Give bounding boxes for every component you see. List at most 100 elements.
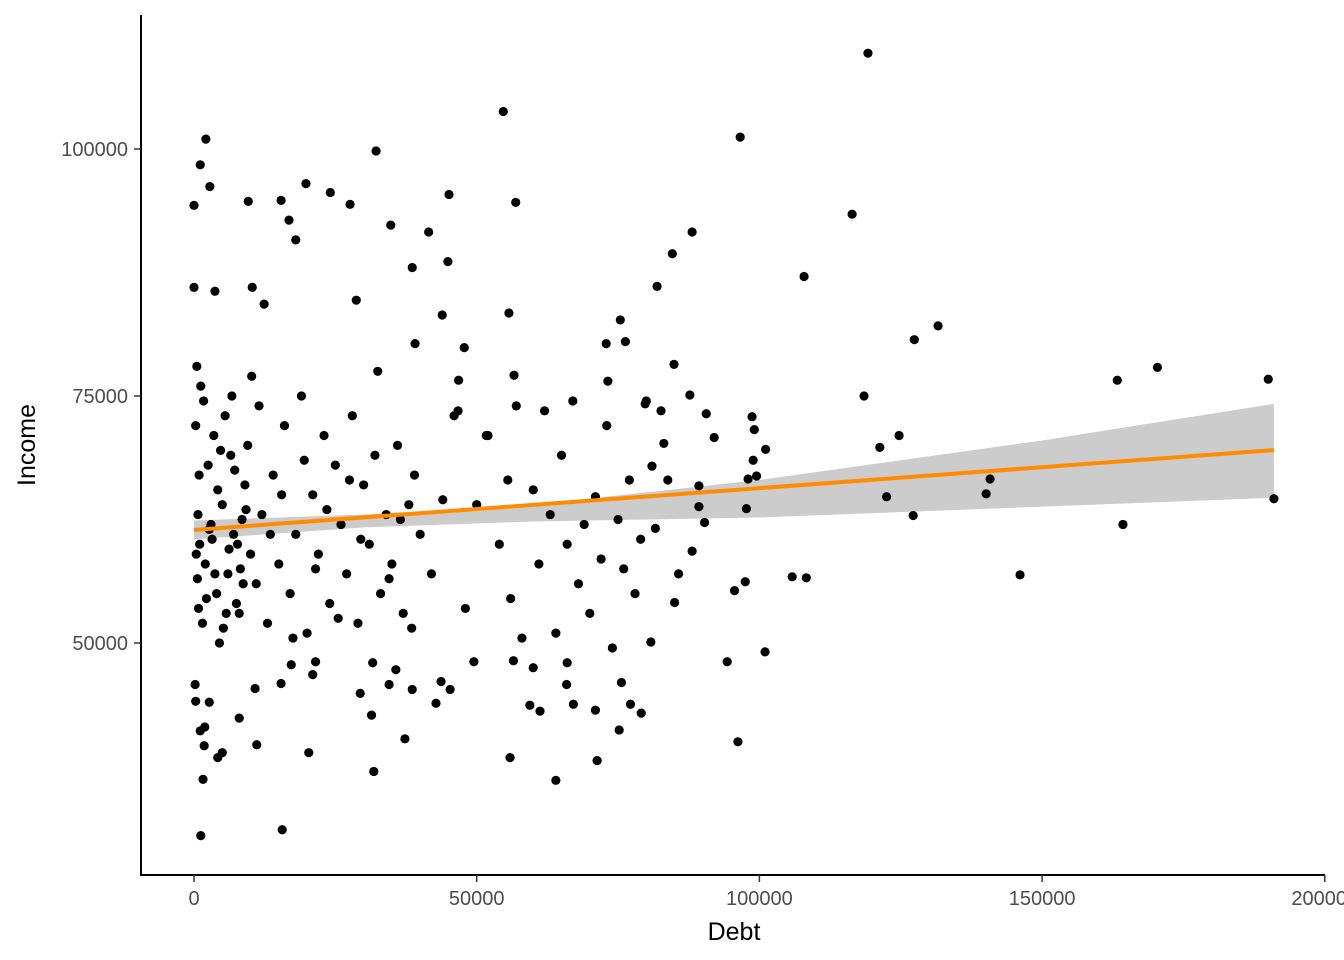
data-point [276, 195, 286, 205]
data-point [445, 684, 455, 695]
data-point [398, 608, 408, 618]
data-point [336, 519, 346, 530]
data-point [364, 539, 374, 549]
data-point [201, 593, 212, 604]
data-point [386, 220, 396, 230]
data-point [985, 474, 995, 484]
data-point [251, 579, 261, 589]
y-tick-label: 50000 [72, 633, 128, 655]
data-point [603, 376, 613, 386]
data-point [511, 197, 521, 207]
data-point [210, 286, 220, 296]
data-point [748, 455, 758, 465]
data-point [284, 215, 294, 225]
data-point [636, 708, 646, 718]
data-point [761, 444, 771, 454]
data-point [410, 339, 420, 349]
data-point [459, 342, 469, 353]
data-point [656, 406, 666, 416]
data-point [534, 559, 544, 569]
data-point [215, 445, 226, 455]
data-point [277, 825, 287, 835]
y-tick-label: 75000 [72, 386, 128, 408]
data-point [616, 677, 627, 688]
data-point [250, 683, 260, 694]
data-point [342, 569, 352, 579]
data-point [505, 753, 515, 763]
data-point [908, 510, 918, 521]
data-point [579, 519, 589, 530]
data-point [685, 390, 695, 400]
data-point [1112, 375, 1122, 385]
data-point [310, 564, 321, 574]
data-point [875, 442, 885, 452]
data-point [799, 271, 809, 282]
y-axis-title: Income [13, 404, 41, 486]
data-point [404, 500, 414, 510]
data-point [673, 569, 684, 579]
data-point [192, 361, 202, 371]
data-point [370, 450, 380, 460]
data-point [296, 391, 307, 401]
data-point [195, 726, 205, 736]
data-point [353, 618, 363, 628]
data-point [449, 411, 459, 421]
data-point [535, 706, 545, 716]
data-point [528, 485, 538, 495]
x-axis-title: Debt [708, 918, 761, 946]
data-point [646, 637, 656, 647]
data-point [319, 430, 329, 441]
data-point [483, 430, 493, 441]
data-point [205, 181, 215, 192]
data-point [687, 546, 697, 556]
data-point [669, 359, 679, 369]
data-point [356, 534, 366, 544]
data-point [217, 500, 227, 510]
data-point [247, 371, 257, 381]
data-point [237, 514, 247, 525]
data-point [347, 411, 357, 421]
data-point [573, 579, 584, 589]
data-point [392, 440, 403, 450]
data-point [498, 106, 508, 117]
data-point [366, 710, 377, 720]
data-point [276, 678, 286, 689]
data-point [694, 502, 704, 512]
confidence-band [194, 403, 1274, 540]
data-point [909, 335, 919, 345]
data-point [212, 589, 222, 599]
data-point [214, 638, 225, 648]
data-point [506, 593, 516, 604]
data-point [259, 299, 269, 309]
data-point [460, 603, 470, 614]
data-point [199, 741, 209, 751]
data-point [277, 490, 287, 500]
data-point [268, 470, 278, 480]
data-point [191, 421, 201, 431]
data-point [223, 569, 233, 579]
data-point [511, 401, 521, 411]
data-point [801, 573, 811, 583]
data-point [590, 705, 601, 715]
y-tick-label: 100000 [61, 139, 128, 161]
data-point [694, 481, 704, 491]
data-point [400, 734, 410, 744]
data-point [209, 430, 219, 441]
data-point [733, 737, 743, 747]
data-point [551, 775, 561, 785]
data-point [193, 603, 204, 614]
data-point [561, 679, 572, 690]
data-point [192, 574, 202, 584]
data-point [415, 529, 425, 539]
x-tick-label: 100000 [726, 888, 793, 910]
data-point [288, 633, 298, 643]
data-point [322, 505, 332, 515]
data-point [384, 574, 394, 584]
data-point [195, 539, 205, 549]
data-point [195, 160, 205, 170]
data-point [191, 696, 201, 706]
data-point [310, 657, 321, 667]
data-point [741, 504, 751, 514]
data-point [279, 421, 290, 431]
